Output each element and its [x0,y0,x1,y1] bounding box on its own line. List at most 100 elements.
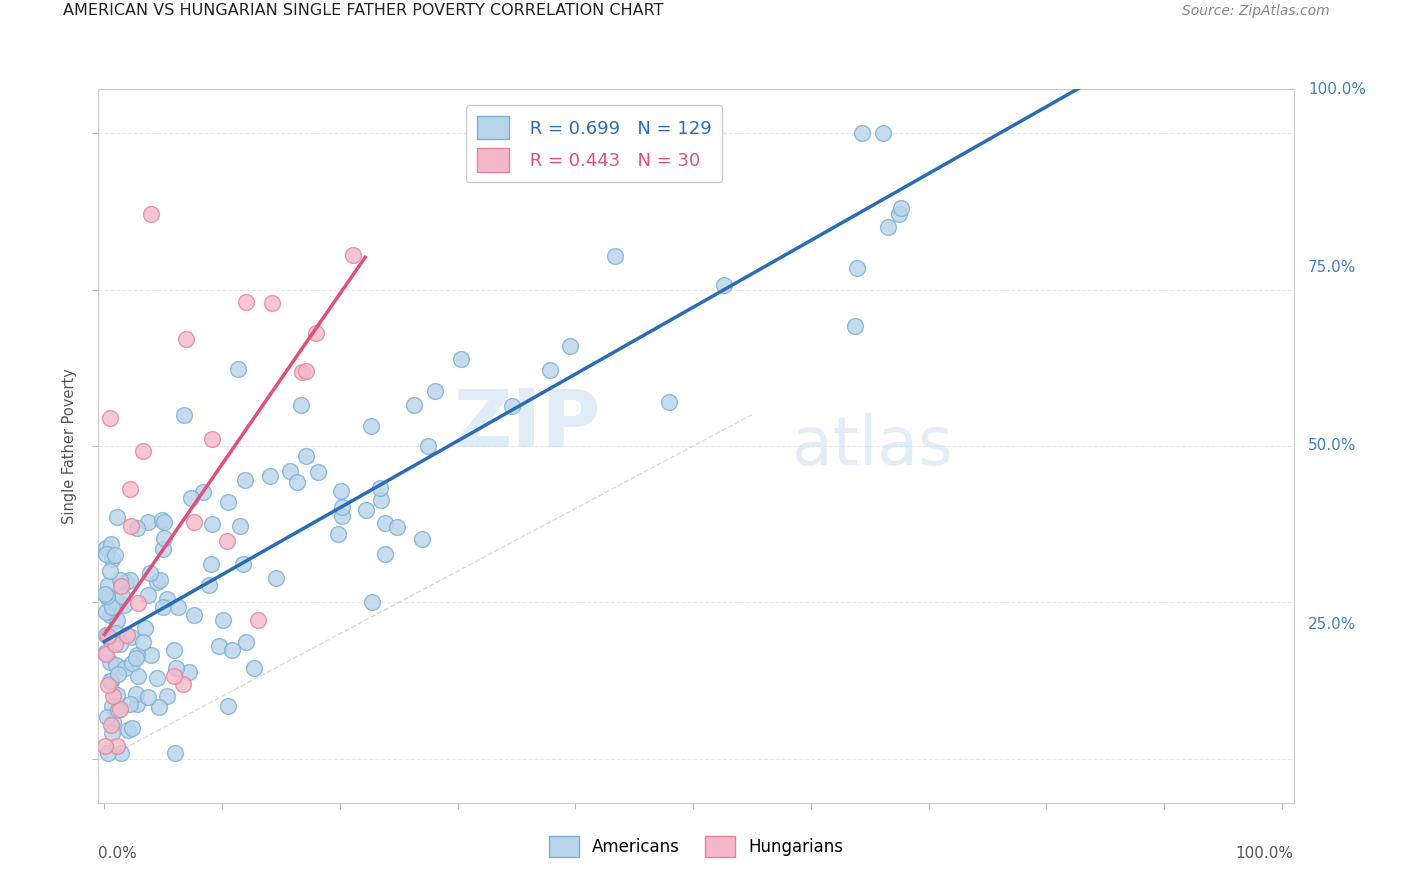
Point [98,564,121,578]
Point [165,746,187,760]
Point [101,726,124,740]
Point [374,547,396,561]
Point [385,520,408,534]
Point [107,702,129,716]
Point [105,739,128,754]
Point [890,201,912,215]
Point [100,410,122,425]
Point [278,464,301,478]
Text: atlas: atlas [792,413,952,479]
Point [221,643,243,657]
Point [501,399,523,413]
Text: 75.0%: 75.0% [1308,260,1357,275]
Point [166,661,188,675]
Point [242,661,264,675]
Point [163,669,186,683]
Point [156,690,179,704]
Text: AMERICAN VS HUNGARIAN SINGLE FATHER POVERTY CORRELATION CHART: AMERICAN VS HUNGARIAN SINGLE FATHER POVE… [63,3,664,18]
Point [163,643,186,657]
Point [307,465,329,479]
Point [217,698,239,713]
Point [360,418,382,433]
Point [215,534,238,549]
Point [112,598,135,612]
Point [153,516,176,530]
Point [425,384,447,398]
Point [201,432,224,446]
Point [330,484,353,499]
Point [125,648,148,663]
Point [152,542,174,557]
Point [94,647,117,661]
Point [139,648,162,662]
Point [374,516,396,530]
Point [94,541,117,555]
Point [98,655,121,669]
Point [198,578,221,592]
Point [125,651,148,665]
Text: 50.0%: 50.0% [1308,439,1357,453]
Point [228,519,250,533]
Point [114,661,136,675]
Point [145,672,167,686]
Point [233,473,256,487]
Point [295,449,318,463]
Point [118,482,141,496]
Point [291,365,314,379]
Point [105,688,128,702]
Point [136,690,159,704]
Point [108,573,131,587]
Point [411,533,433,547]
Point [94,646,117,660]
Point [114,575,136,590]
Point [127,669,149,683]
Point [110,746,132,760]
Point [212,613,235,627]
Point [260,296,283,310]
Point [174,332,197,346]
Point [115,628,138,642]
Point [887,207,910,221]
Point [104,548,127,562]
Point [94,587,117,601]
Text: 100.0%: 100.0% [1308,82,1365,96]
Text: 100.0%: 100.0% [1236,846,1294,861]
Point [368,481,391,495]
Point [235,295,257,310]
Point [127,521,149,535]
Point [98,608,121,623]
Point [201,516,224,531]
Point [295,364,318,378]
Point [94,605,117,619]
Point [193,485,215,500]
Point [104,592,127,607]
Point [877,220,900,235]
Text: 25.0%: 25.0% [1308,617,1357,632]
Point [305,326,328,341]
Point [342,248,364,262]
Point [100,673,122,688]
Point [402,399,425,413]
Point [149,573,172,587]
Point [180,491,202,505]
Point [131,635,153,649]
Point [217,495,239,509]
Point [107,667,129,681]
Point [166,599,188,614]
Point [658,395,681,409]
Point [98,674,121,689]
Point [110,579,132,593]
Point [153,531,176,545]
Text: 0.0%: 0.0% [98,846,138,861]
Point [125,698,148,712]
Point [96,710,118,724]
Text: Source: ZipAtlas.com: Source: ZipAtlas.com [1182,4,1330,18]
Point [713,278,735,293]
Point [146,575,169,590]
Point [200,558,222,572]
Point [247,613,270,627]
Point [560,339,582,353]
Point [97,578,120,592]
Point [104,636,127,650]
Point [450,351,472,366]
